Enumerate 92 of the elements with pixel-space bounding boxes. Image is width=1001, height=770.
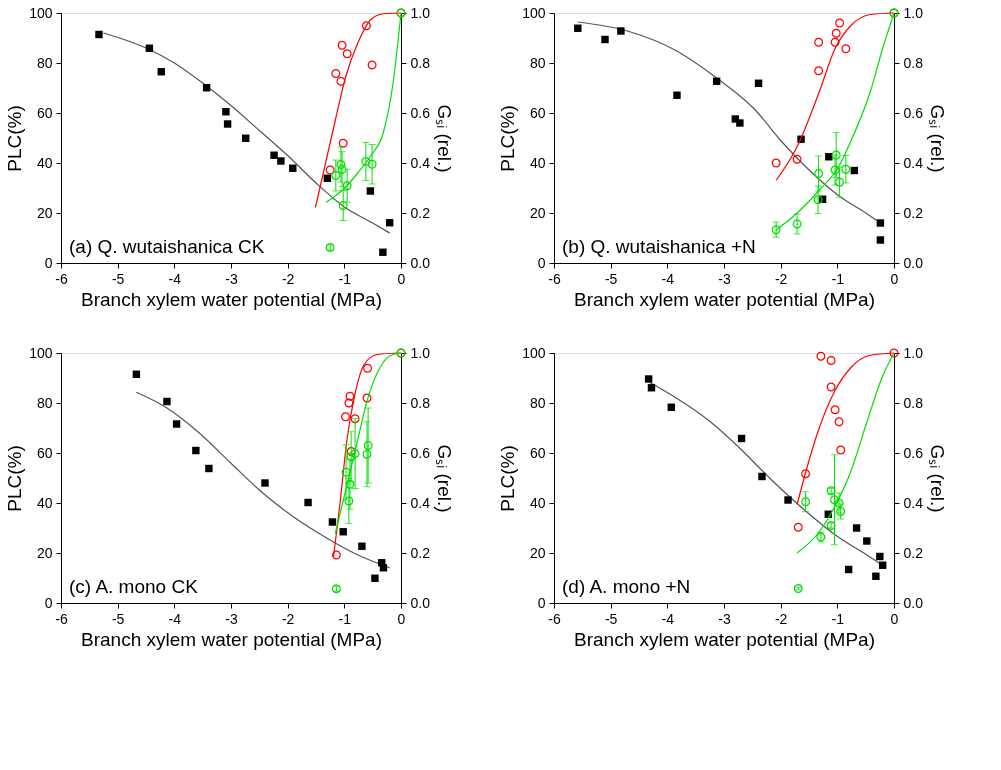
y2-tick-label: 1.0: [903, 344, 924, 361]
y-tick-label: 100: [29, 344, 53, 361]
y2-tick-label: 0.6: [903, 444, 924, 461]
y2-tick-label: 0.8: [903, 54, 924, 71]
y-tick-label: 80: [36, 54, 53, 71]
y-tick-label: 60: [36, 104, 53, 121]
x-tick-label: -5: [111, 610, 125, 627]
x-tick-label: 0: [890, 270, 899, 287]
y-tick-label: 40: [36, 494, 53, 511]
x-tick-label: -2: [774, 610, 788, 627]
y-tick-label: 60: [529, 104, 546, 121]
y-tick-label: 100: [522, 344, 546, 361]
x-axis-title: Branch xylem water potential (MPa): [81, 288, 382, 310]
y2-axis-title: Gₛᵢ (rel.): [926, 444, 948, 513]
y2-tick-label: 0.4: [410, 154, 431, 171]
y2-tick-label: 0.8: [903, 394, 924, 411]
x-tick-label: -3: [225, 610, 238, 627]
y-tick-label: 20: [36, 544, 53, 561]
y2-tick-label: 0.4: [903, 494, 924, 511]
x-tick-label: -5: [111, 270, 125, 287]
y-tick-label: 80: [529, 54, 546, 71]
x-tick-label: -6: [548, 610, 561, 627]
x-tick-label: -6: [55, 610, 68, 627]
y-tick-label: 80: [529, 394, 546, 411]
y2-tick-label: 1.0: [903, 4, 924, 21]
x-tick-label: 0: [890, 610, 899, 627]
x-tick-label: -1: [831, 270, 845, 287]
x-tick-label: -5: [604, 270, 618, 287]
y2-tick-label: 0.0: [903, 254, 924, 271]
y-tick-label: 100: [29, 4, 53, 21]
y2-tick-label: 0.4: [410, 494, 431, 511]
y2-tick-label: 0.6: [410, 444, 431, 461]
y-axis-title: PLC(%): [4, 105, 26, 172]
y2-tick-label: 0.2: [410, 204, 431, 221]
y-tick-label: 40: [529, 154, 546, 171]
x-tick-label: -4: [661, 610, 675, 627]
x-tick-label: -1: [338, 270, 352, 287]
y2-tick-label: 0.2: [903, 204, 924, 221]
y2-tick-label: 0.4: [903, 154, 924, 171]
x-tick-label: -3: [718, 270, 731, 287]
x-tick-label: -4: [661, 270, 675, 287]
y2-axis-title: Gₛᵢ (rel.): [926, 104, 948, 173]
x-tick-label: -2: [774, 270, 788, 287]
y2-tick-label: 1.0: [410, 344, 431, 361]
annotation: (a) Q. wutaishanica CK: [69, 236, 265, 257]
y-tick-label: 0: [44, 594, 53, 611]
y2-tick-label: 1.0: [410, 4, 431, 21]
x-axis-title: Branch xylem water potential (MPa): [574, 288, 875, 310]
y2-axis-title: Gₛᵢ (rel.): [433, 104, 455, 173]
y-tick-label: 40: [36, 154, 53, 171]
x-tick-label: -3: [718, 610, 731, 627]
annotation: (b) Q. wutaishanica +N: [562, 236, 756, 257]
x-tick-label: -6: [548, 270, 561, 287]
x-tick-label: -5: [604, 610, 618, 627]
y-tick-label: 40: [529, 494, 546, 511]
y-tick-label: 20: [529, 544, 546, 561]
x-tick-label: -3: [225, 270, 238, 287]
y2-tick-label: 0.2: [410, 544, 431, 561]
x-tick-label: -6: [55, 270, 68, 287]
y-tick-label: 100: [522, 4, 546, 21]
y-tick-label: 0: [537, 254, 546, 271]
x-tick-label: 0: [397, 270, 406, 287]
x-tick-label: -4: [168, 270, 182, 287]
y-axis-title: PLC(%): [4, 445, 26, 512]
x-tick-label: -2: [281, 610, 295, 627]
x-tick-label: -1: [831, 610, 845, 627]
y-tick-label: 60: [36, 444, 53, 461]
x-tick-label: -4: [168, 610, 182, 627]
y2-tick-label: 0.0: [410, 594, 431, 611]
y2-tick-label: 0.8: [410, 54, 431, 71]
annotation: (d) A. mono +N: [562, 576, 691, 597]
y-axis-title: PLC(%): [497, 445, 519, 512]
y2-axis-title: Gₛᵢ (rel.): [433, 444, 455, 513]
y2-tick-label: 0.6: [410, 104, 431, 121]
y2-tick-label: 0.6: [903, 104, 924, 121]
y2-tick-label: 0.8: [410, 394, 431, 411]
annotation: (c) A. mono CK: [69, 576, 199, 597]
y2-tick-label: 0.0: [410, 254, 431, 271]
y-tick-label: 20: [36, 204, 53, 221]
y-tick-label: 80: [36, 394, 53, 411]
x-axis-title: Branch xylem water potential (MPa): [81, 628, 382, 650]
y2-tick-label: 0.0: [903, 594, 924, 611]
y-tick-label: 60: [529, 444, 546, 461]
y-tick-label: 20: [529, 204, 546, 221]
x-tick-label: -2: [281, 270, 295, 287]
y-tick-label: 0: [537, 594, 546, 611]
y-axis-title: PLC(%): [497, 105, 519, 172]
y2-tick-label: 0.2: [903, 544, 924, 561]
x-tick-label: 0: [397, 610, 406, 627]
x-axis-title: Branch xylem water potential (MPa): [574, 628, 875, 650]
y-tick-label: 0: [44, 254, 53, 271]
x-tick-label: -1: [338, 610, 352, 627]
